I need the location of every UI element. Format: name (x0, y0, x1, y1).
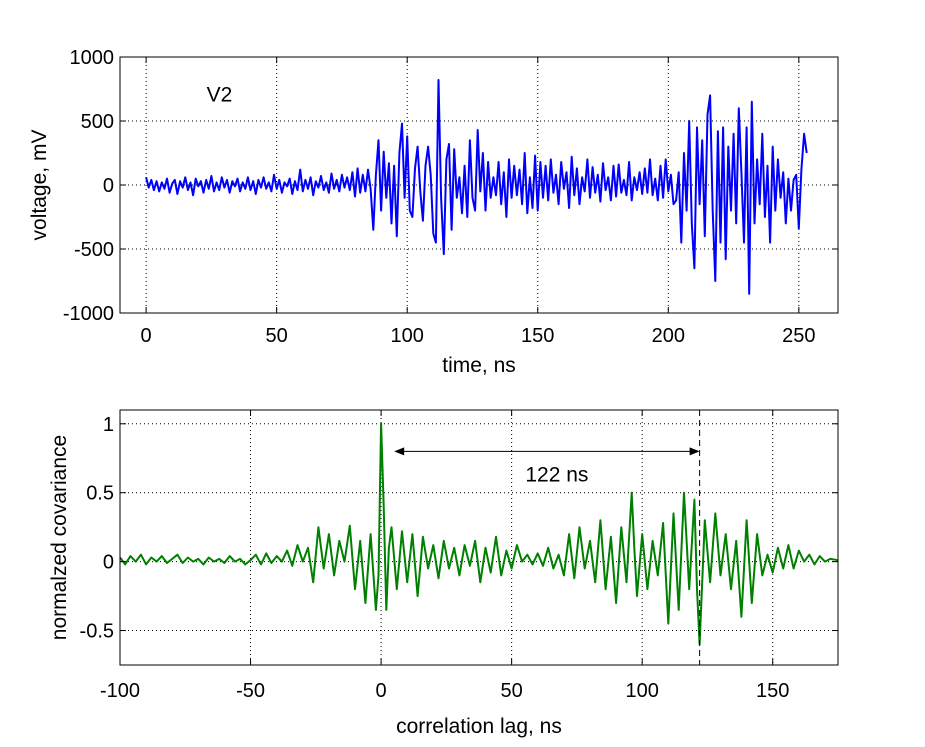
y-tick-label: -500 (74, 239, 114, 261)
y-tick-label: 0 (103, 552, 114, 574)
x-tick-label: 150 (521, 325, 554, 347)
x-tick-label: 50 (266, 325, 288, 347)
x-tick-label: 0 (141, 325, 152, 347)
x-tick-label: 100 (625, 680, 658, 702)
bottom-plot: -100 -50 0 50 100 150 -0.5 0 0.5 1 correlation lag… (48, 409, 839, 738)
lag-annotation-label: 122 ns (525, 463, 588, 486)
lag-arrow-head-left (394, 447, 405, 456)
x-axis-label: time, ns (442, 354, 516, 377)
x-tick-label: -50 (236, 680, 265, 702)
x-tick-label: 200 (652, 325, 685, 347)
top-plot: 0 50 100 150 200 250 -1000 -500 0 500 1000 time, ns… (28, 47, 839, 377)
y-axis-label: normalzed covariance (48, 435, 71, 640)
y-tick-label: -1000 (63, 303, 114, 325)
x-axis-label: correlation lag, ns (396, 715, 562, 738)
y-tick-label: -0.5 (80, 621, 114, 643)
y-tick-label: 0 (103, 175, 114, 197)
x-tick-label: 250 (782, 325, 815, 347)
x-tick-label: -100 (100, 680, 140, 702)
y-tick-label: 1 (103, 414, 114, 436)
series-line (119, 422, 839, 646)
x-tick-label: 150 (756, 680, 789, 702)
y-axis-label: voltage, mV (28, 130, 51, 241)
lag-arrow-head-right (689, 447, 700, 456)
axes-frame (119, 409, 839, 666)
series-line (145, 79, 808, 295)
y-tick-label: 500 (81, 111, 114, 133)
x-tick-label: 0 (376, 680, 387, 702)
y-tick-label: 0.5 (86, 483, 114, 505)
x-tick-label: 50 (501, 680, 523, 702)
x-tick-label: 100 (391, 325, 424, 347)
y-tick-label: 1000 (70, 47, 115, 69)
trace-label: V2 (207, 83, 233, 106)
